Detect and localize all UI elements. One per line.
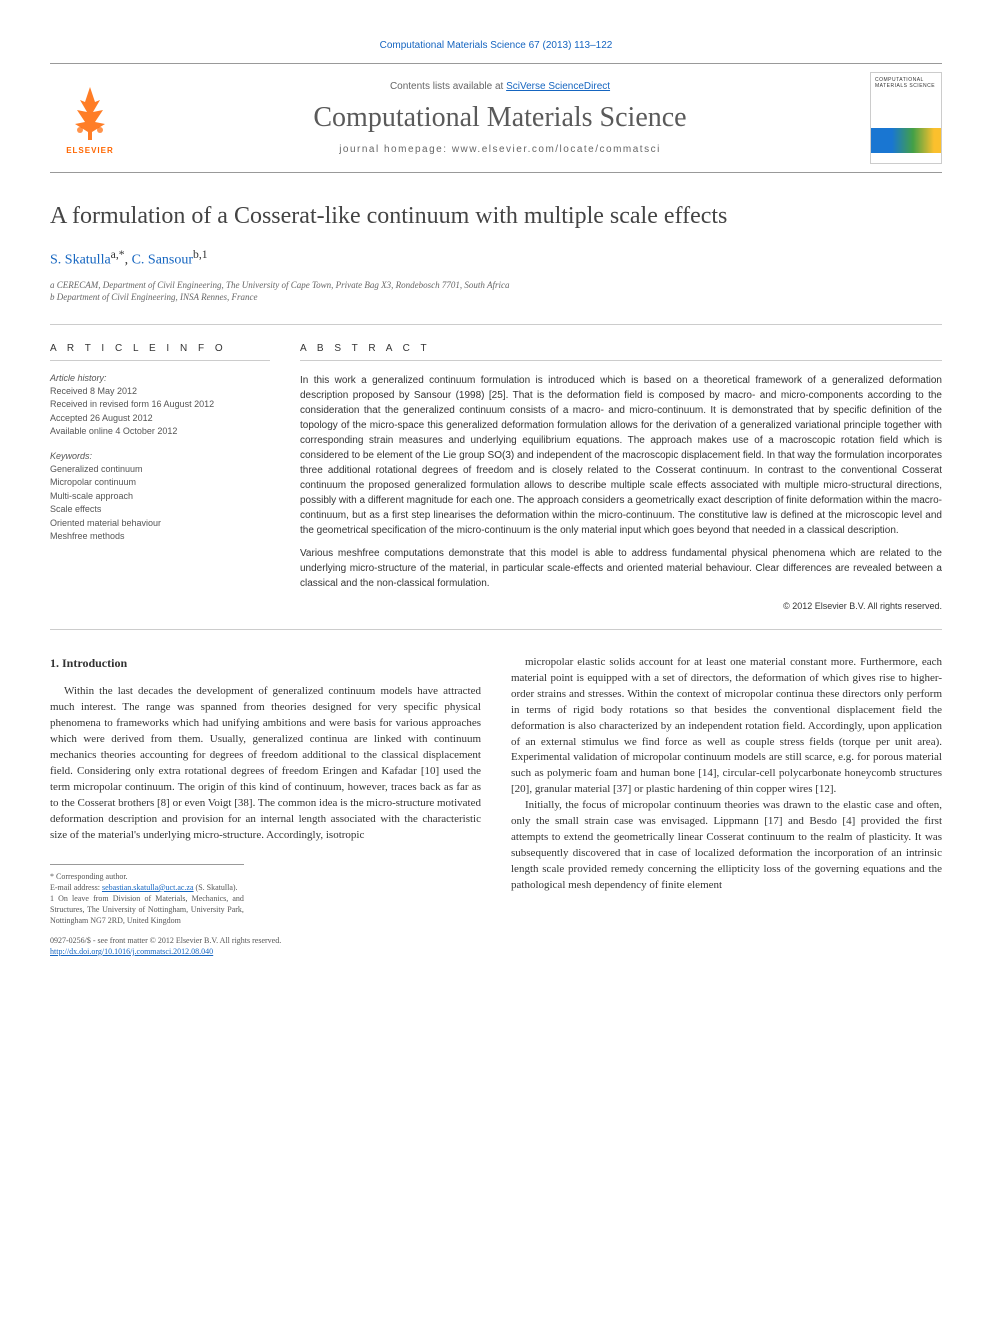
author-2[interactable]: C. Sansour bbox=[132, 253, 193, 268]
keyword-1: Micropolar continuum bbox=[50, 476, 270, 490]
author-1-sup: a,* bbox=[111, 248, 125, 261]
online-date: Available online 4 October 2012 bbox=[50, 425, 270, 439]
abstract-p2: Various meshfree computations demonstrat… bbox=[300, 546, 942, 591]
article-title: A formulation of a Cosserat-like continu… bbox=[50, 203, 942, 230]
homepage-prefix: journal homepage: bbox=[339, 144, 452, 155]
footnote-1: 1 On leave from Division of Materials, M… bbox=[50, 893, 244, 927]
elsevier-logo: ELSEVIER bbox=[50, 73, 130, 163]
accepted-date: Accepted 26 August 2012 bbox=[50, 412, 270, 426]
author-1[interactable]: S. Skatulla bbox=[50, 253, 111, 268]
elsevier-name: ELSEVIER bbox=[66, 146, 114, 155]
cover-stripe bbox=[871, 128, 941, 153]
contents-prefix: Contents lists available at bbox=[390, 81, 506, 92]
article-info: A R T I C L E I N F O Article history: R… bbox=[50, 343, 270, 611]
body-columns: 1. Introduction Within the last decades … bbox=[50, 655, 942, 957]
doi-link[interactable]: http://dx.doi.org/10.1016/j.commatsci.20… bbox=[50, 947, 213, 956]
email-link[interactable]: sebastian.skatulla@uct.ac.za bbox=[102, 883, 194, 892]
keyword-3: Scale effects bbox=[50, 503, 270, 517]
author-2-sup: b,1 bbox=[193, 248, 208, 261]
abstract-heading: A B S T R A C T bbox=[300, 343, 942, 361]
footnotes: * Corresponding author. E-mail address: … bbox=[50, 864, 244, 927]
affiliations: a CERECAM, Department of Civil Engineeri… bbox=[50, 279, 942, 304]
body-col2-p2: Initially, the focus of micropolar conti… bbox=[511, 798, 942, 894]
abstract-p1: In this work a generalized continuum for… bbox=[300, 373, 942, 538]
received-date: Received 8 May 2012 bbox=[50, 385, 270, 399]
issn-line: 0927-0256/$ - see front matter © 2012 El… bbox=[50, 935, 481, 946]
keyword-5: Meshfree methods bbox=[50, 530, 270, 544]
footnote-corr: * Corresponding author. bbox=[50, 871, 244, 882]
sciencedirect-link[interactable]: SciVerse ScienceDirect bbox=[506, 81, 610, 92]
header-citation: Computational Materials Science 67 (2013… bbox=[50, 40, 942, 51]
homepage-url: www.elsevier.com/locate/commatsci bbox=[452, 144, 661, 155]
keyword-4: Oriented material behaviour bbox=[50, 517, 270, 531]
cover-title: COMPUTATIONAL MATERIALS SCIENCE bbox=[871, 73, 941, 93]
keywords-label: Keywords: bbox=[50, 451, 270, 461]
info-heading: A R T I C L E I N F O bbox=[50, 343, 270, 361]
affiliation-a: a CERECAM, Department of Civil Engineeri… bbox=[50, 279, 942, 292]
column-right: micropolar elastic solids account for at… bbox=[511, 655, 942, 957]
email-suffix: (S. Skatulla). bbox=[194, 883, 238, 892]
keyword-2: Multi-scale approach bbox=[50, 490, 270, 504]
revised-date: Received in revised form 16 August 2012 bbox=[50, 398, 270, 412]
journal-cover-thumb: COMPUTATIONAL MATERIALS SCIENCE bbox=[870, 72, 942, 164]
keyword-0: Generalized continuum bbox=[50, 463, 270, 477]
journal-name: Computational Materials Science bbox=[130, 102, 870, 134]
column-left: 1. Introduction Within the last decades … bbox=[50, 655, 481, 957]
affiliation-b: b Department of Civil Engineering, INSA … bbox=[50, 291, 942, 304]
history-label: Article history: bbox=[50, 373, 270, 383]
section-title: Introduction bbox=[62, 656, 127, 670]
journal-homepage: journal homepage: www.elsevier.com/locat… bbox=[130, 144, 870, 155]
abstract-copyright: © 2012 Elsevier B.V. All rights reserved… bbox=[300, 601, 942, 611]
page-container: Computational Materials Science 67 (2013… bbox=[0, 0, 992, 997]
masthead: ELSEVIER Contents lists available at Sci… bbox=[50, 63, 942, 173]
body-col2-p1: micropolar elastic solids account for at… bbox=[511, 655, 942, 798]
bottom-matter: 0927-0256/$ - see front matter © 2012 El… bbox=[50, 935, 481, 957]
footnote-email: E-mail address: sebastian.skatulla@uct.a… bbox=[50, 882, 244, 893]
section-heading: 1. Introduction bbox=[50, 655, 481, 672]
email-label: E-mail address: bbox=[50, 883, 102, 892]
abstract: A B S T R A C T In this work a generaliz… bbox=[300, 343, 942, 611]
masthead-center: Contents lists available at SciVerse Sci… bbox=[130, 81, 870, 155]
info-abstract-row: A R T I C L E I N F O Article history: R… bbox=[50, 324, 942, 630]
contents-available: Contents lists available at SciVerse Sci… bbox=[130, 81, 870, 92]
body-col1-p1: Within the last decades the development … bbox=[50, 684, 481, 843]
elsevier-tree-icon bbox=[65, 82, 115, 142]
section-number: 1. bbox=[50, 656, 59, 670]
authors-line: S. Skatullaa,*, C. Sansourb,1 bbox=[50, 248, 942, 269]
